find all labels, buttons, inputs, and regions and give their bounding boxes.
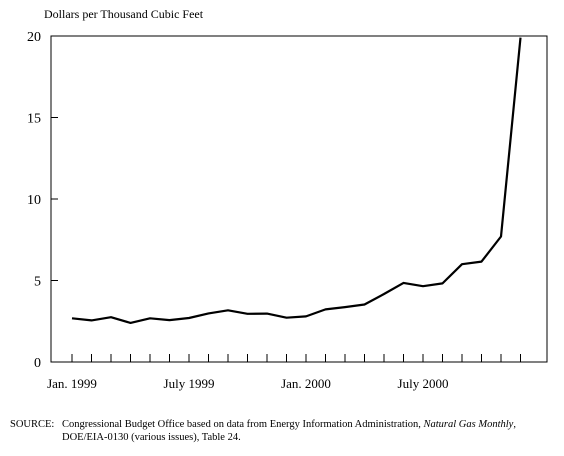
y-tick-label: 20 <box>27 30 41 45</box>
y-tick-label: 0 <box>34 356 41 371</box>
x-tick-label: Jan. 1999 <box>47 376 97 391</box>
x-axis: Jan. 1999 July 1999 Jan. 2000 July 2000 <box>47 354 521 391</box>
source-text-end: , <box>513 419 516 430</box>
y-axis-label: Dollars per Thousand Cubic Feet <box>44 7 204 21</box>
source-note: SOURCE: Congressional Budget Office base… <box>10 418 560 444</box>
series-line <box>71 37 522 324</box>
y-axis: 0 5 10 15 20 <box>27 30 58 371</box>
x-tick-label: July 1999 <box>164 376 215 391</box>
source-text: Congressional Budget Office based on dat… <box>62 418 560 444</box>
plot-frame <box>50 35 548 363</box>
source-label: SOURCE: <box>10 419 55 430</box>
y-tick-label: 5 <box>34 275 41 290</box>
y-tick-label: 15 <box>27 112 41 127</box>
source-publication: Natural Gas Monthly <box>423 419 514 430</box>
series-group <box>71 37 522 324</box>
source-text-line2: DOE/EIA-0130 (various issues), Table 24. <box>62 432 241 443</box>
y-tick-label: 10 <box>27 193 41 208</box>
source-text-start: Congressional Budget Office based on dat… <box>62 419 424 430</box>
x-tick-label: July 2000 <box>398 376 449 391</box>
x-tick-label: Jan. 2000 <box>281 376 331 391</box>
